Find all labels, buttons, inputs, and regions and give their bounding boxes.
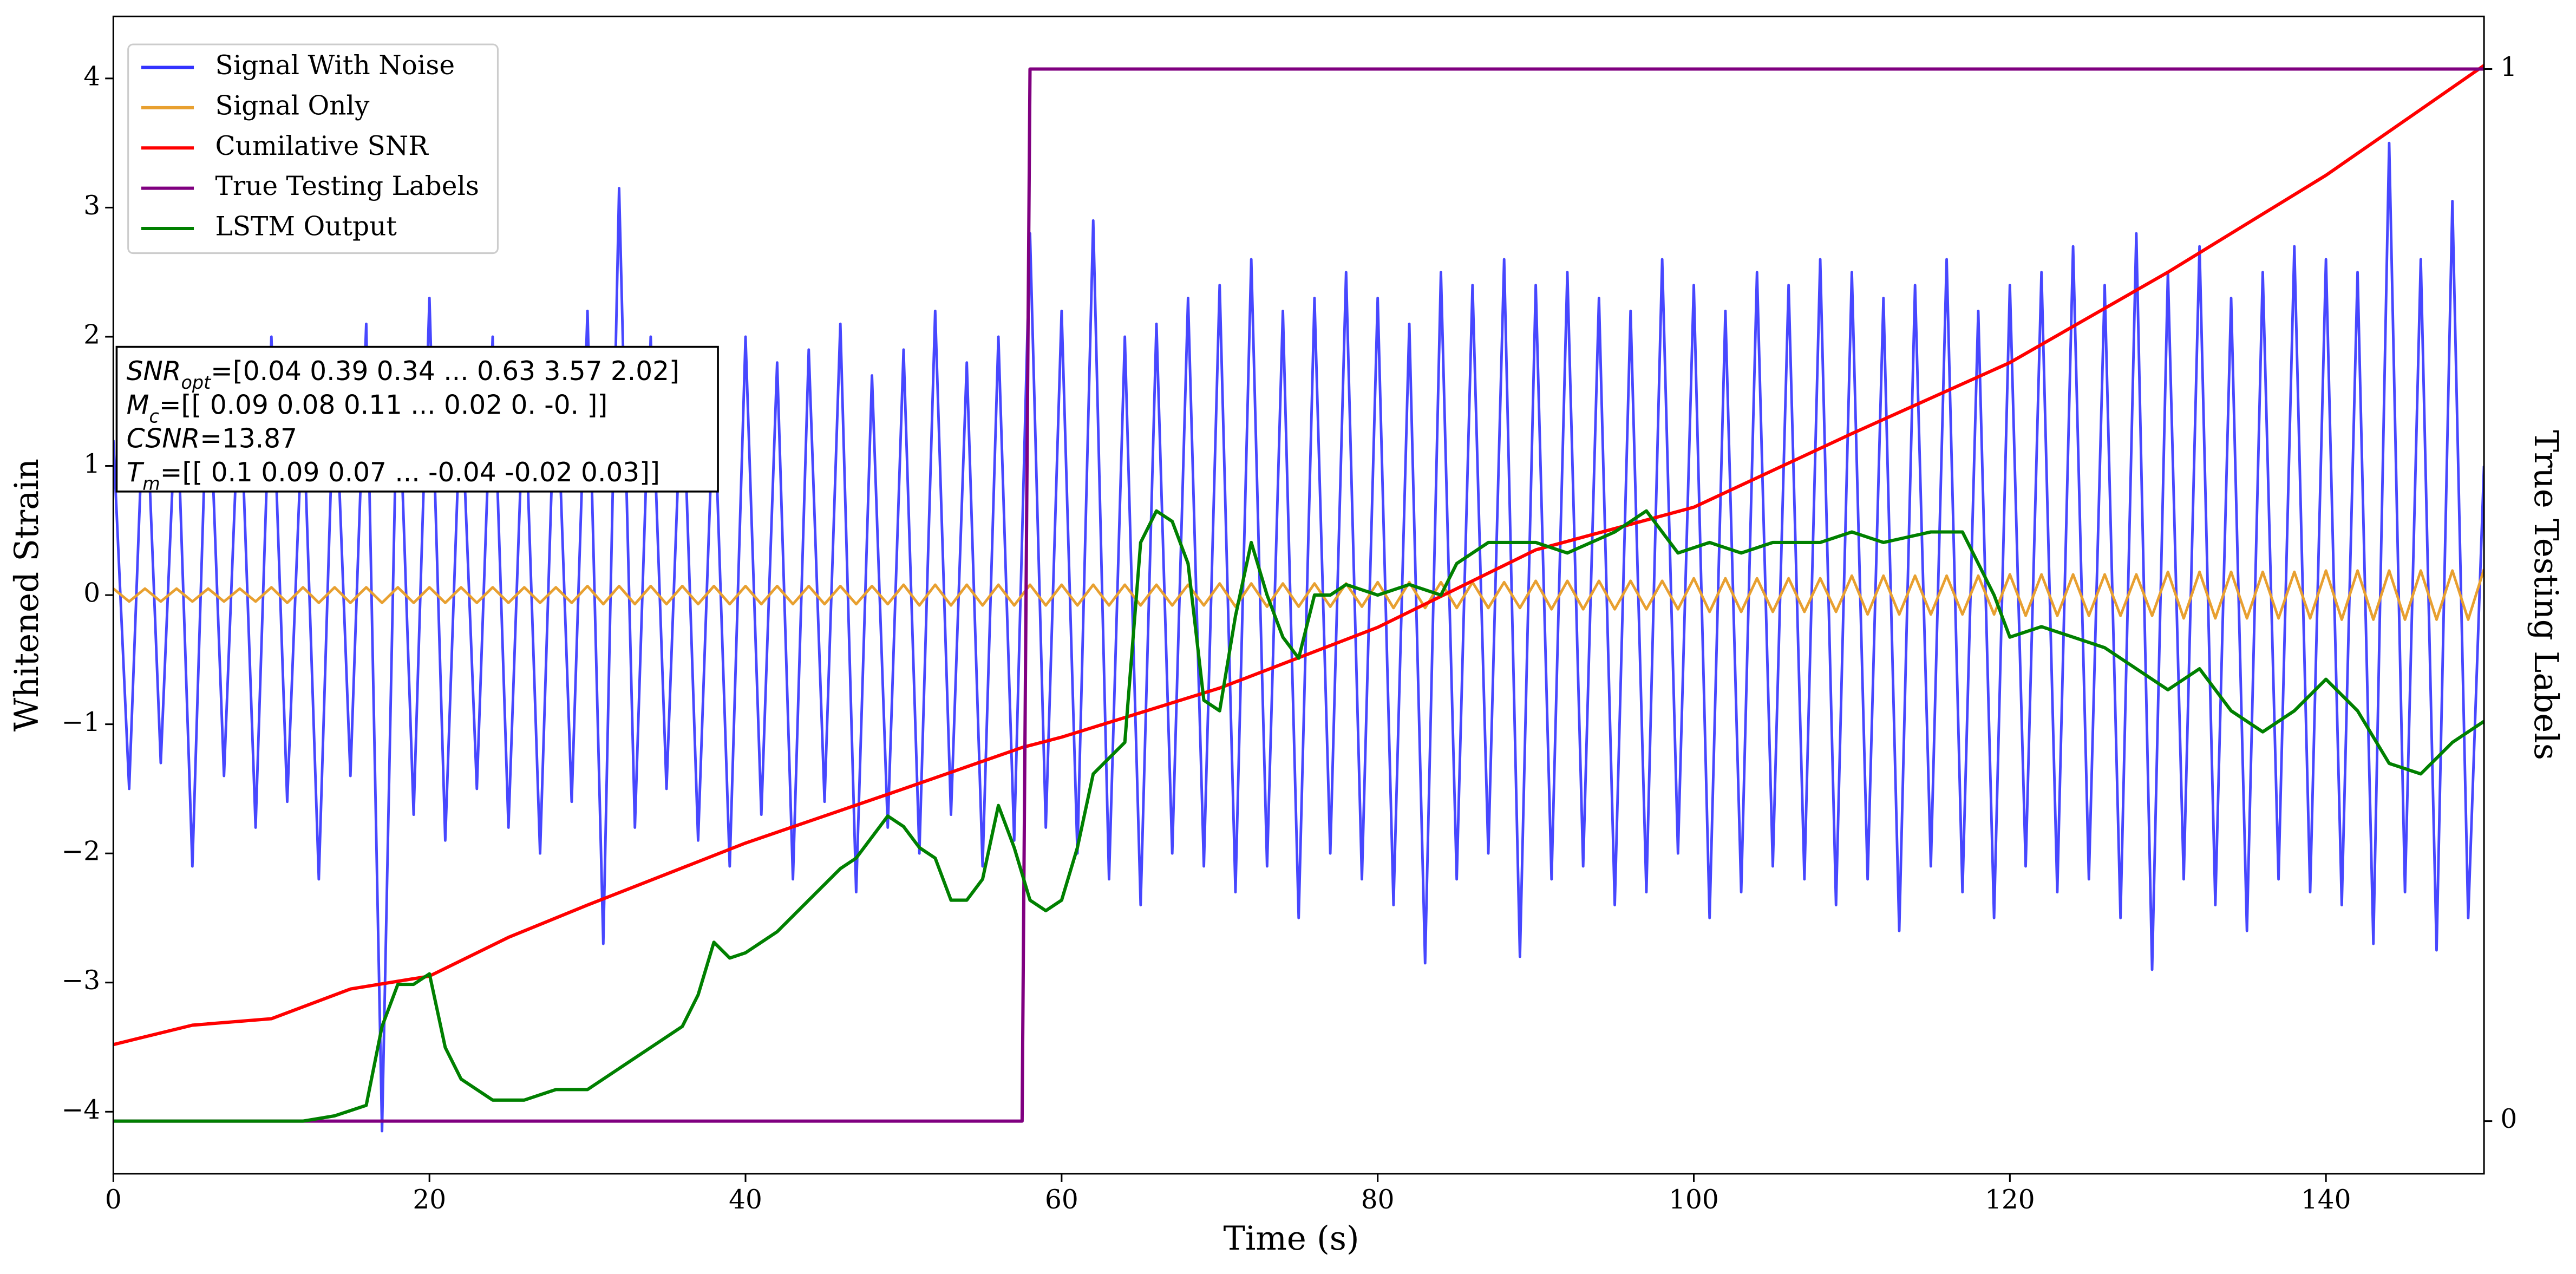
y-tick-label: −2 [62, 837, 101, 867]
annotation-variable: CSNR [127, 424, 200, 454]
legend: Signal With Noise Signal Only Cumilative S… [127, 43, 499, 254]
plot-area [113, 64, 2485, 1133]
series-line [113, 67, 2485, 1123]
x-tick-label: 80 [1361, 1185, 1395, 1215]
y-tick-label: −4 [62, 1095, 101, 1125]
x-tick-label: 0 [105, 1185, 122, 1215]
x-axis-label: Time (s) [1224, 1220, 1359, 1258]
annotation-line: Mc=[[ 0.09 0.08 0.11 ... 0.02 0. -0. ]] [127, 390, 608, 427]
annotation-frame [115, 345, 719, 493]
legend-label: LSTM Output [215, 212, 397, 242]
y-tick-label: 0 [83, 578, 100, 609]
annotation-line: CSNR=13.87 [127, 424, 297, 454]
annotation-text: =[[ 0.1 0.09 0.07 ... -0.04 -0.02 0.03]] [160, 458, 660, 488]
annotation-line: Tm=[[ 0.1 0.09 0.07 ... -0.04 -0.02 0.03… [127, 458, 660, 494]
annotation-subscript: c [149, 406, 159, 427]
y-tick-label: −3 [62, 965, 101, 996]
x-tick-label: 60 [1045, 1185, 1078, 1215]
y-tick-label: 2 [83, 319, 100, 350]
annotation-box: SNRopt=[0.04 0.39 0.34 ... 0.63 3.57 2.0… [115, 345, 719, 494]
annotation-subscript: opt [181, 372, 212, 393]
annotation-text: =[[ 0.09 0.08 0.11 ... 0.02 0. -0. ]] [159, 390, 607, 420]
y-axis-label: Whitened Strain [8, 459, 46, 731]
series-line [113, 141, 2485, 1133]
y2-tick-label: 0 [2500, 1104, 2517, 1134]
y-tick-label: 3 [83, 191, 100, 221]
annotation-variable: M [127, 390, 149, 420]
legend-box [127, 43, 499, 254]
y2-tick-label: 1 [2500, 52, 2517, 82]
y-tick-label: 1 [83, 449, 100, 479]
legend-label: Signal Only [215, 90, 370, 121]
legend-label: Cumilative SNR [215, 131, 429, 161]
series-line [113, 569, 2485, 621]
x-tick-label: 140 [2301, 1185, 2351, 1215]
annotation-text: =13.87 [200, 424, 297, 454]
y-tick-label: −1 [62, 707, 101, 737]
annotation-variable: SNR [127, 356, 181, 387]
x-tick-label: 40 [729, 1185, 762, 1215]
x-tick-label: 20 [413, 1185, 446, 1215]
annotation-subscript: m [142, 473, 160, 494]
y-tick-label: 4 [83, 61, 100, 92]
series-line [113, 64, 2485, 1047]
annotation-variable: T [127, 458, 145, 488]
annotation-text: =[0.04 0.39 0.34 ... 0.63 3.57 2.02] [211, 356, 679, 387]
legend-label: Signal With Noise [215, 50, 455, 81]
series-line [113, 509, 2485, 1123]
y2-axis-label: True Testing Labels [2527, 430, 2565, 760]
x-tick-label: 120 [1985, 1185, 2035, 1215]
legend-label: True Testing Labels [215, 171, 479, 201]
x-tick-label: 100 [1669, 1185, 1719, 1215]
annotation-line: SNRopt=[0.04 0.39 0.34 ... 0.63 3.57 2.0… [127, 356, 679, 393]
